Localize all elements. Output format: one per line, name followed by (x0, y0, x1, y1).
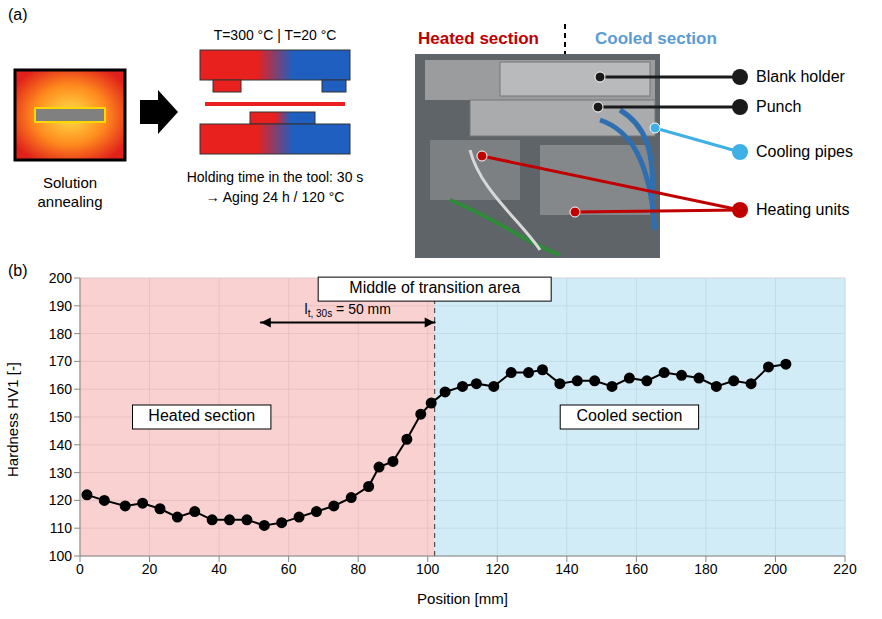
svg-text:60: 60 (281, 561, 297, 577)
svg-text:110: 110 (50, 520, 73, 536)
svg-text:130: 130 (49, 465, 73, 481)
svg-text:Heating units: Heating units (756, 201, 849, 218)
svg-text:40: 40 (211, 561, 227, 577)
svg-text:Position [mm]: Position [mm] (417, 590, 508, 607)
svg-text:140: 140 (555, 561, 579, 577)
svg-text:160: 160 (49, 381, 73, 397)
svg-text:Heated section: Heated section (148, 407, 255, 424)
svg-text:100: 100 (49, 548, 73, 564)
svg-text:120: 120 (486, 561, 510, 577)
svg-text:170: 170 (49, 353, 73, 369)
svg-text:Holding time in the tool: 30 s: Holding time in the tool: 30 s (187, 169, 364, 185)
svg-text:180: 180 (694, 561, 718, 577)
svg-text:Cooling pipes: Cooling pipes (756, 143, 853, 160)
svg-text:Heated section: Heated section (418, 29, 539, 48)
svg-text:190: 190 (49, 298, 73, 314)
svg-text:180: 180 (49, 326, 73, 342)
svg-text:100: 100 (416, 561, 440, 577)
svg-text:120: 120 (49, 492, 73, 508)
svg-text:0: 0 (76, 561, 84, 577)
svg-text:Blank holder: Blank holder (756, 68, 846, 85)
svg-text:Cooled section: Cooled section (595, 29, 717, 48)
svg-text:80: 80 (350, 561, 366, 577)
svg-text:Punch: Punch (756, 98, 801, 115)
svg-text:150: 150 (49, 409, 73, 425)
svg-text:Cooled section: Cooled section (576, 407, 682, 424)
svg-text:220: 220 (833, 561, 857, 577)
svg-text:lt, 30s = 50 mm: lt, 30s = 50 mm (305, 301, 391, 319)
svg-text:20: 20 (142, 561, 158, 577)
svg-text:→ Aging 24 h / 120 °C: → Aging 24 h / 120 °C (206, 189, 345, 205)
html-text:(b): (b) (8, 262, 28, 279)
svg-text:Solution: Solution (43, 174, 97, 191)
svg-text:140: 140 (49, 437, 73, 453)
svg-text:T=300 °C | T=20 °C: T=300 °C | T=20 °C (214, 27, 337, 43)
svg-text:(a): (a) (8, 6, 28, 23)
svg-text:Middle of transition area: Middle of transition area (349, 279, 520, 296)
svg-text:200: 200 (764, 561, 788, 577)
svg-text:160: 160 (625, 561, 649, 577)
svg-text:200: 200 (49, 270, 73, 286)
svg-text:Hardness HV1 [-]: Hardness HV1 [-] (4, 362, 21, 477)
svg-text:annealing: annealing (37, 193, 102, 210)
